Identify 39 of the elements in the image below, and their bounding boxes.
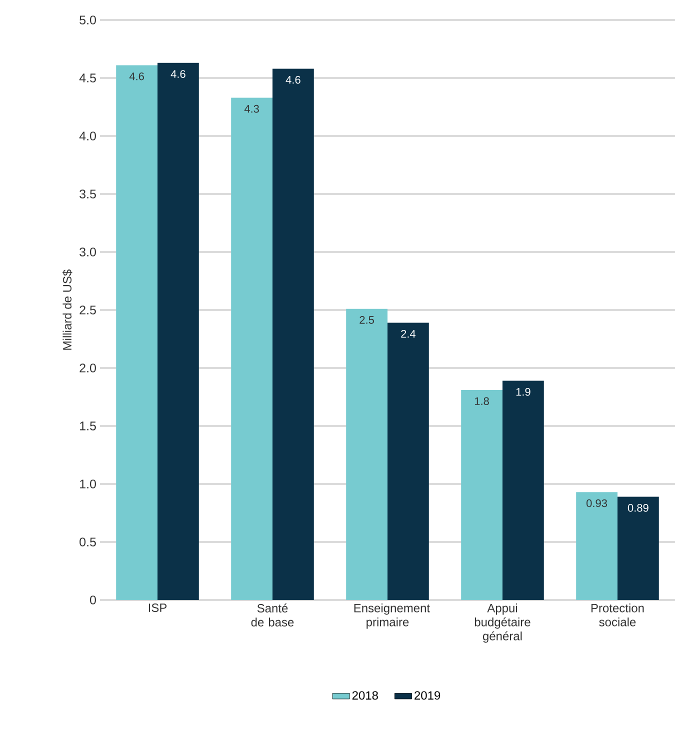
y-tick-label: 3.5	[79, 190, 96, 198]
bar	[346, 308, 388, 600]
legend-label: 2018	[352, 691, 378, 700]
y-tick-label: 5.0	[79, 16, 96, 24]
x-tick-label: Appui budgétaire général	[474, 604, 530, 643]
data-label: 4.6	[286, 76, 300, 84]
bar	[387, 322, 429, 600]
bar	[272, 68, 314, 600]
bar	[157, 62, 199, 600]
x-tick-label: Santé de base	[251, 604, 294, 626]
y-tick-label: 4.0	[79, 132, 96, 140]
x-tick-label: Enseignement primaire	[354, 604, 430, 629]
y-tick-label: 0	[90, 596, 96, 604]
bar	[116, 65, 158, 600]
data-label: 2.5	[360, 316, 374, 324]
legend-label: 2019	[414, 691, 440, 700]
y-tick-label: 2.5	[80, 306, 96, 314]
y-tick-label: 0.5	[79, 538, 96, 546]
bar	[230, 98, 272, 600]
y-tick-label: 4.5	[79, 74, 96, 82]
data-label: 4.6	[129, 72, 144, 80]
data-label: 1.8	[474, 397, 489, 406]
y-axis-title: Milliard de US$	[62, 270, 72, 350]
bar	[460, 390, 502, 600]
bar	[502, 380, 544, 600]
data-label: 4.6	[170, 70, 186, 78]
data-label: 0.93	[586, 499, 607, 508]
y-tick-label: 3.0	[79, 248, 96, 256]
bar	[576, 492, 618, 600]
y-tick-label: 1.0	[80, 480, 96, 488]
data-label: 4.3	[244, 104, 259, 113]
bar	[617, 496, 659, 600]
y-tick-label: 1.5	[80, 422, 96, 430]
y-tick-label: 2.0	[80, 364, 96, 372]
data-label: 0.89	[628, 504, 648, 512]
x-tick-label: ISP	[148, 604, 166, 612]
x-tick-label: Protection sociale	[591, 604, 644, 626]
data-label: 1.9	[516, 388, 530, 396]
data-label: 2.4	[400, 330, 416, 338]
